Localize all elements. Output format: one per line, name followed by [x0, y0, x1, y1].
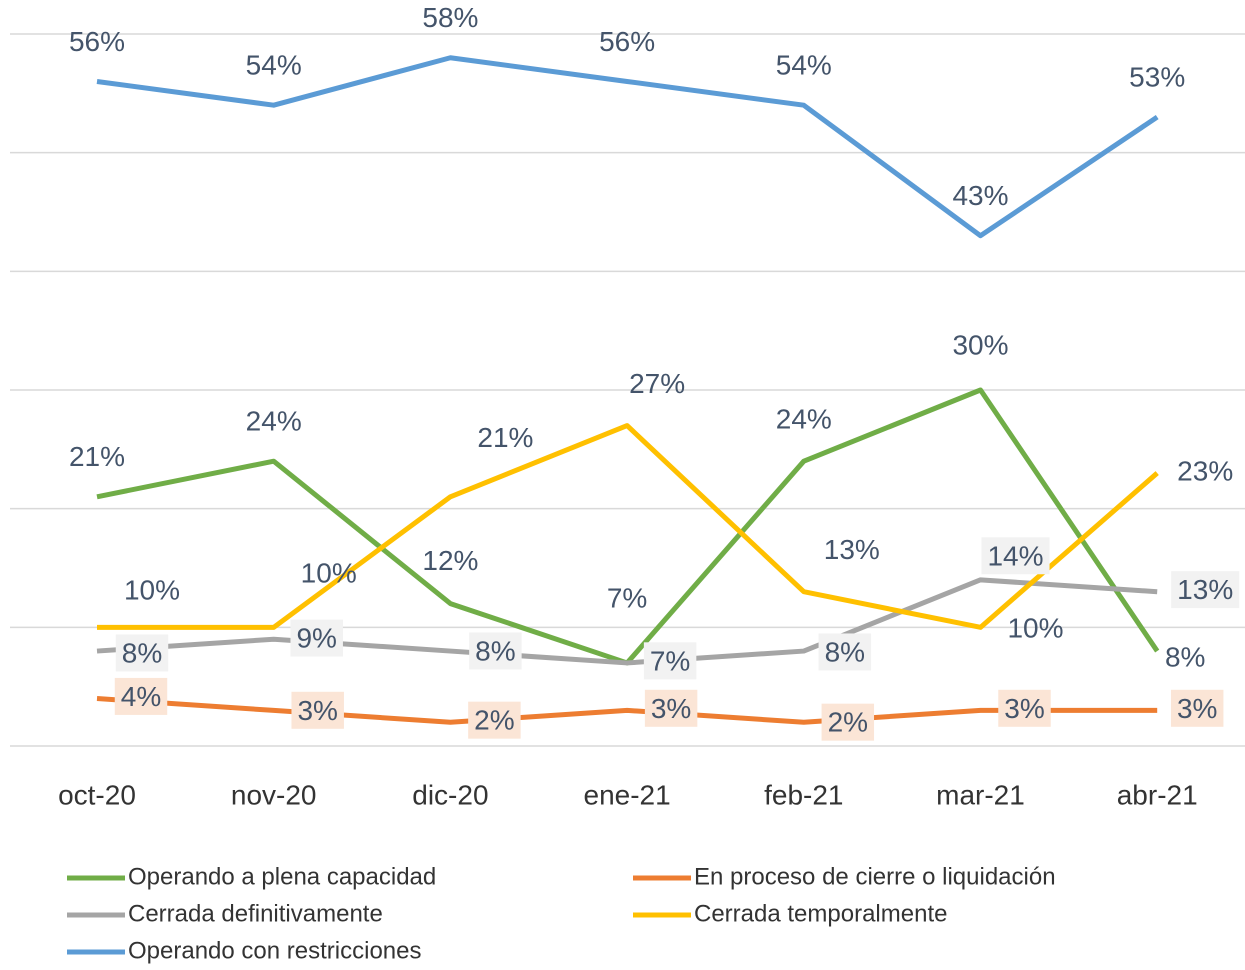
- data-label-box: [114, 677, 168, 715]
- data-label: 8%: [825, 636, 865, 667]
- series-line: [96, 577, 1158, 666]
- data-label: 43%: [952, 180, 1008, 211]
- data-label: 4%: [121, 681, 161, 712]
- data-label: 3%: [1004, 693, 1044, 724]
- data-label: 56%: [599, 26, 655, 57]
- data-label-box: [469, 632, 522, 670]
- x-tick-label: ene-21: [584, 779, 671, 810]
- data-label-box: [821, 703, 875, 741]
- data-label: 56%: [69, 26, 125, 57]
- data-label: 3%: [1177, 693, 1217, 724]
- x-tick-label: feb-21: [764, 779, 843, 810]
- data-label: 3%: [297, 695, 337, 726]
- data-label-box: [998, 689, 1051, 727]
- data-label: 2%: [828, 707, 868, 738]
- data-label-box: [115, 634, 169, 672]
- x-tick-label: oct-20: [58, 779, 136, 810]
- data-label-box: [643, 642, 697, 680]
- legend-label: En proceso de cierre o liquidación: [694, 863, 1056, 890]
- series-line: [96, 55, 1159, 239]
- data-label: 13%: [1177, 574, 1233, 605]
- data-label: 21%: [69, 441, 125, 472]
- data-label: 3%: [651, 693, 691, 724]
- data-label-box: [1170, 689, 1224, 727]
- legend-label: Operando con restricciones: [128, 937, 421, 964]
- data-label-box: [468, 701, 521, 739]
- data-label: 8%: [122, 637, 162, 668]
- data-label: 24%: [776, 404, 832, 435]
- series-line: [97, 423, 1159, 630]
- data-label: 58%: [422, 2, 478, 33]
- data-label: 7%: [607, 582, 647, 613]
- data-label: 53%: [1129, 61, 1185, 92]
- legend-label: Cerrada definitivamente: [128, 900, 383, 927]
- data-label: 24%: [246, 406, 302, 437]
- data-label-box: [644, 689, 698, 727]
- data-label-box: [291, 691, 344, 729]
- data-label: 10%: [301, 558, 357, 589]
- series-line: [96, 696, 1158, 725]
- data-label: 8%: [475, 635, 515, 666]
- data-label: 30%: [952, 329, 1008, 360]
- data-label: 54%: [776, 50, 832, 81]
- legend-label: Operando a plena capacidad: [128, 863, 436, 890]
- data-label: 23%: [1177, 455, 1233, 486]
- legend-label: Cerrada temporalmente: [694, 900, 947, 927]
- data-label: 10%: [124, 575, 180, 606]
- x-tick-label: abr-21: [1117, 779, 1198, 810]
- x-tick-label: nov-20: [231, 779, 317, 810]
- data-label: 14%: [987, 540, 1043, 571]
- data-label: 27%: [629, 368, 685, 399]
- data-label: 7%: [650, 645, 690, 676]
- data-label: 12%: [422, 545, 478, 576]
- data-label: 9%: [296, 623, 336, 654]
- data-label: 13%: [824, 534, 880, 565]
- data-label: 2%: [474, 705, 514, 736]
- x-tick-label: mar-21: [936, 779, 1025, 810]
- data-label: 54%: [246, 50, 302, 81]
- data-label-box: [981, 537, 1050, 575]
- data-label-box: [818, 633, 872, 671]
- data-label: 8%: [1165, 641, 1205, 672]
- data-label-box: [1171, 571, 1240, 609]
- data-label-box: [290, 619, 343, 657]
- data-label: 21%: [477, 422, 533, 453]
- x-tick-label: dic-20: [412, 779, 488, 810]
- data-label: 10%: [1007, 613, 1063, 644]
